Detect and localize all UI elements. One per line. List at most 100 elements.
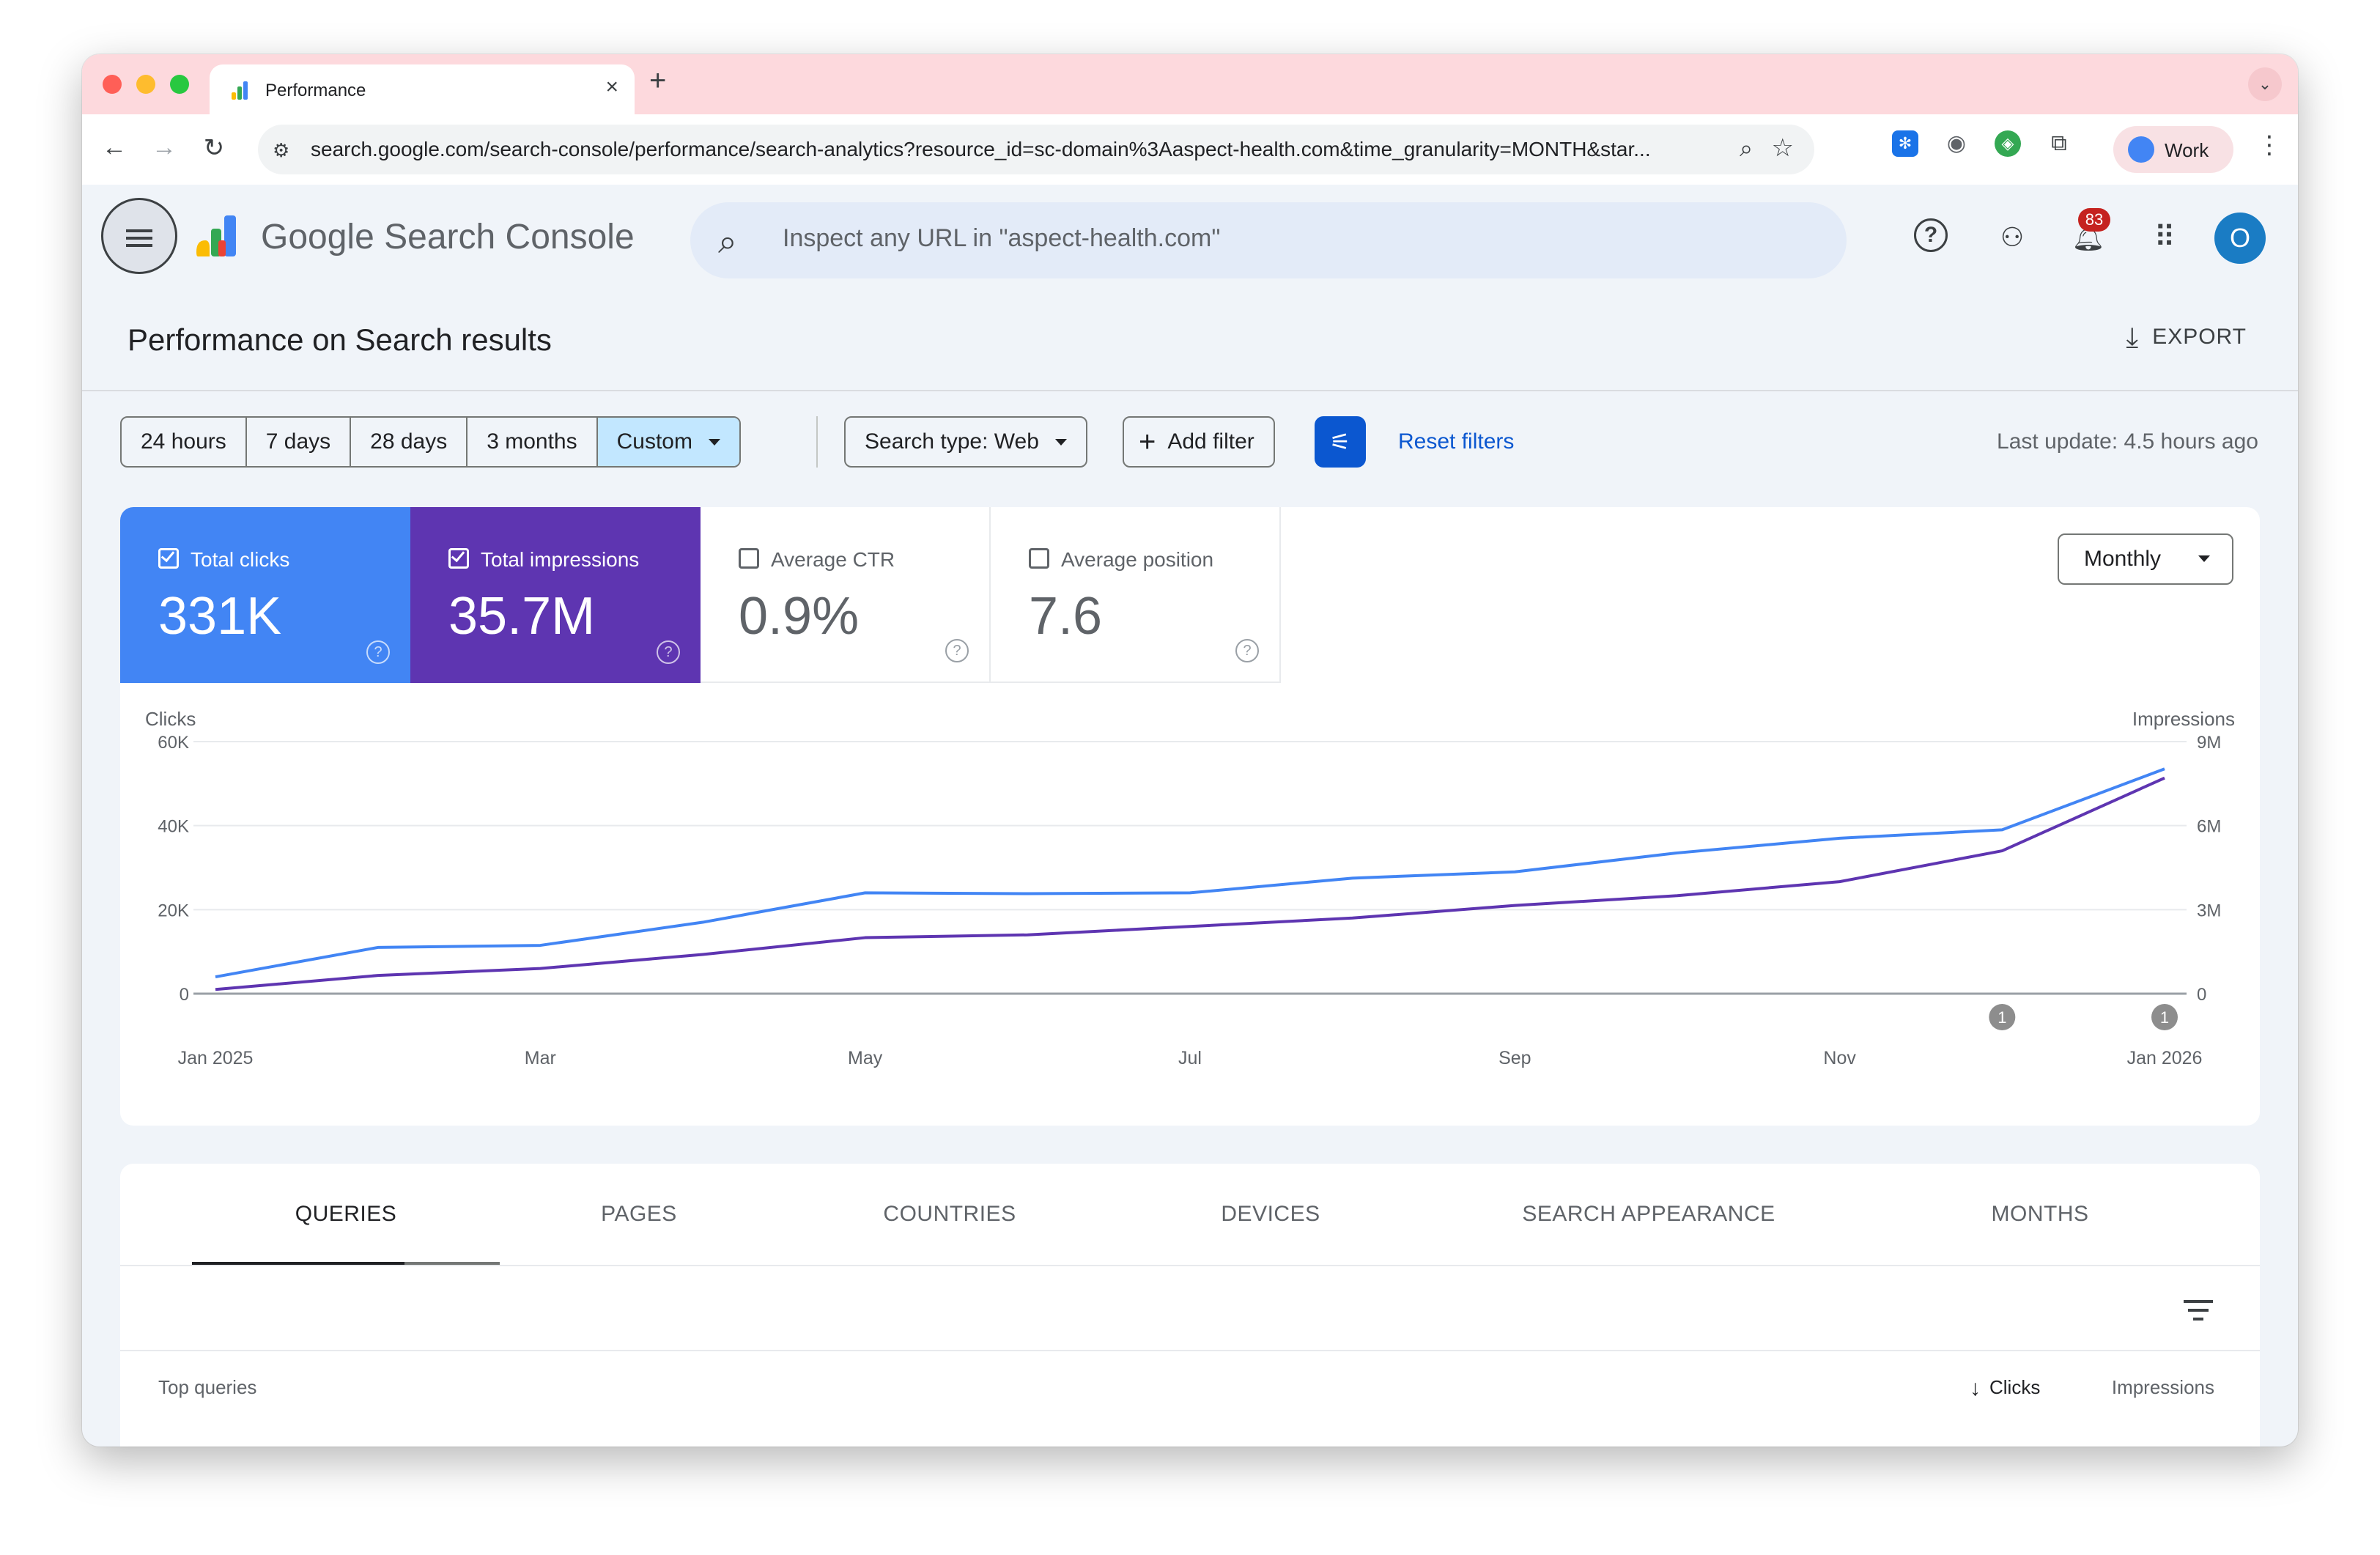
- metric-label: Average position: [1061, 548, 1214, 571]
- y-tick-label: 40K: [158, 817, 189, 837]
- minimize-window-button[interactable]: [136, 75, 155, 94]
- date-range-selector: 24 hours 7 days 28 days 3 months Custom: [120, 416, 741, 468]
- forward-arrow-icon[interactable]: →: [152, 133, 177, 161]
- help-icon[interactable]: ?: [945, 639, 969, 662]
- performance-line-chart[interactable]: Clicks Impressions 60K 9M 40K 6M 20K 3M 0 0 Jan 20…: [120, 683, 2260, 1123]
- url-inspection-input[interactable]: [783, 224, 1808, 253]
- checkbox-unchecked-icon[interactable]: [1029, 548, 1049, 569]
- metric-value: 0.9%: [739, 587, 860, 646]
- product-name[interactable]: Google Search Console: [261, 218, 635, 256]
- add-filter-button[interactable]: + Add filter: [1123, 416, 1275, 468]
- tab-title: Performance: [265, 81, 366, 100]
- x-tick-label: Sep: [1498, 1048, 1531, 1068]
- x-tick-label: Jan 2025: [178, 1048, 254, 1068]
- range-3-months[interactable]: 3 months: [468, 418, 598, 466]
- extension-snowflake-icon[interactable]: ✻: [1892, 130, 1918, 157]
- annotation-marker: [1989, 1004, 2016, 1030]
- tab-search-appearance[interactable]: SEARCH APPEARANCE: [1522, 1202, 1775, 1226]
- tab-devices[interactable]: DEVICES: [1221, 1202, 1320, 1226]
- plus-icon: +: [1139, 426, 1156, 458]
- close-tab-icon[interactable]: ×: [605, 75, 618, 99]
- tab-months[interactable]: MONTHS: [1991, 1202, 2089, 1226]
- annotation-label: 1: [2160, 1008, 2169, 1027]
- range-28-days[interactable]: 28 days: [351, 418, 468, 466]
- x-tick-label: May: [848, 1048, 883, 1068]
- metric-label: Average CTR: [771, 548, 895, 571]
- tab-search-chevron-icon[interactable]: ⌄: [2248, 67, 2282, 101]
- browser-window: Performance × + ⌄ ← → ↻ ⚙ search.google.…: [82, 54, 2298, 1447]
- help-icon[interactable]: ?: [657, 640, 680, 664]
- filter-rows-icon[interactable]: [2184, 1300, 2213, 1326]
- y-axis-title: Clicks: [145, 708, 196, 730]
- export-label: EXPORT: [2152, 325, 2247, 349]
- search-console-logo-icon: [196, 215, 236, 256]
- range-custom[interactable]: Custom: [597, 418, 739, 466]
- checkbox-checked-icon[interactable]: [448, 547, 469, 569]
- apps-grid-icon[interactable]: ⠿: [2154, 221, 2176, 254]
- back-arrow-icon[interactable]: ←: [102, 133, 127, 161]
- profile-avatar-icon: [2128, 136, 2154, 163]
- x-tick-label: Mar: [525, 1048, 556, 1068]
- zoom-icon[interactable]: ⌕: [1740, 135, 1753, 161]
- browser-tab[interactable]: Performance ×: [210, 64, 635, 114]
- close-window-button[interactable]: [103, 75, 122, 94]
- main-menu-button[interactable]: [101, 198, 177, 274]
- checkbox-unchecked-icon[interactable]: [739, 548, 759, 569]
- account-avatar[interactable]: O: [2214, 213, 2266, 264]
- checkbox-checked-icon[interactable]: [158, 547, 179, 569]
- extension-camera-icon[interactable]: ◉: [1946, 131, 1967, 155]
- tab-queries[interactable]: QUERIES: [295, 1202, 397, 1226]
- reset-filters-link[interactable]: Reset filters: [1398, 429, 1515, 454]
- help-icon[interactable]: ?: [1235, 639, 1259, 662]
- maximize-window-button[interactable]: [170, 75, 189, 94]
- dropdown-caret-icon: [708, 439, 720, 446]
- metric-value: 331K: [158, 587, 282, 646]
- column-header-clicks[interactable]: ↓ Clicks: [1970, 1376, 2040, 1401]
- range-7-days[interactable]: 7 days: [247, 418, 352, 466]
- search-icon: ⌕: [718, 222, 737, 260]
- y2-tick-label: 6M: [2197, 817, 2221, 837]
- metric-total-impressions[interactable]: Total impressions 35.7M ?: [410, 507, 701, 683]
- divider: [82, 390, 2298, 391]
- x-tick-label: Nov: [1823, 1048, 1856, 1068]
- browser-menu-icon[interactable]: ⋮: [2257, 131, 2282, 159]
- y2-tick-label: 9M: [2197, 733, 2221, 753]
- metric-value: 35.7M: [448, 587, 596, 646]
- tab-pages[interactable]: PAGES: [601, 1202, 677, 1226]
- metric-total-clicks[interactable]: Total clicks 331K ?: [120, 507, 410, 683]
- metric-average-position[interactable]: Average position 7.6 ?: [991, 507, 1281, 683]
- annotation-label: 1: [1998, 1008, 2006, 1027]
- new-tab-icon[interactable]: +: [649, 64, 667, 97]
- profile-label: Work: [2165, 139, 2209, 161]
- profile-chip[interactable]: Work: [2113, 126, 2233, 173]
- search-type-filter[interactable]: Search type: Web: [844, 416, 1087, 468]
- bookmark-star-icon[interactable]: ☆: [1771, 134, 1794, 162]
- metric-average-ctr[interactable]: Average CTR 0.9% ?: [701, 507, 991, 683]
- help-icon[interactable]: ?: [1914, 218, 1948, 252]
- ai-filter-button[interactable]: ⚟: [1315, 416, 1366, 468]
- range-24-hours[interactable]: 24 hours: [122, 418, 247, 466]
- active-tab-indicator: [192, 1262, 500, 1266]
- extension-green-icon[interactable]: ◈: [1995, 130, 2021, 157]
- range-custom-label: Custom: [616, 429, 692, 454]
- metric-label: Total impressions: [481, 548, 640, 571]
- performance-chart-card: Total clicks 331K ? Total impressions 35…: [120, 507, 2260, 1126]
- reload-icon[interactable]: ↻: [203, 134, 225, 162]
- tab-countries[interactable]: COUNTRIES: [883, 1202, 1016, 1226]
- granularity-select[interactable]: Monthly: [2058, 533, 2233, 585]
- divider: [120, 1350, 2260, 1351]
- search-console-favicon-icon: [232, 81, 248, 100]
- granularity-label: Monthly: [2084, 547, 2162, 571]
- address-bar[interactable]: ⚙ search.google.com/search-console/perfo…: [258, 125, 1814, 174]
- divider: [816, 416, 818, 468]
- url-text[interactable]: search.google.com/search-console/perform…: [311, 138, 1651, 160]
- url-inspection-bar[interactable]: ⌕: [690, 202, 1847, 278]
- app-header: Google Search Console ⌕ ? ⚇ 🔔︎ 83 ⠿ O: [82, 185, 2298, 287]
- export-button[interactable]: ⤓ EXPORT: [2126, 322, 2247, 354]
- y2-tick-label: 0: [2197, 985, 2206, 1005]
- manage-users-icon[interactable]: ⚇: [2000, 222, 2025, 252]
- column-header-impressions[interactable]: Impressions: [2111, 1376, 2214, 1398]
- help-icon[interactable]: ?: [366, 640, 390, 664]
- site-settings-icon[interactable]: ⚙: [273, 139, 290, 161]
- extensions-puzzle-icon[interactable]: ⧉: [2051, 131, 2067, 155]
